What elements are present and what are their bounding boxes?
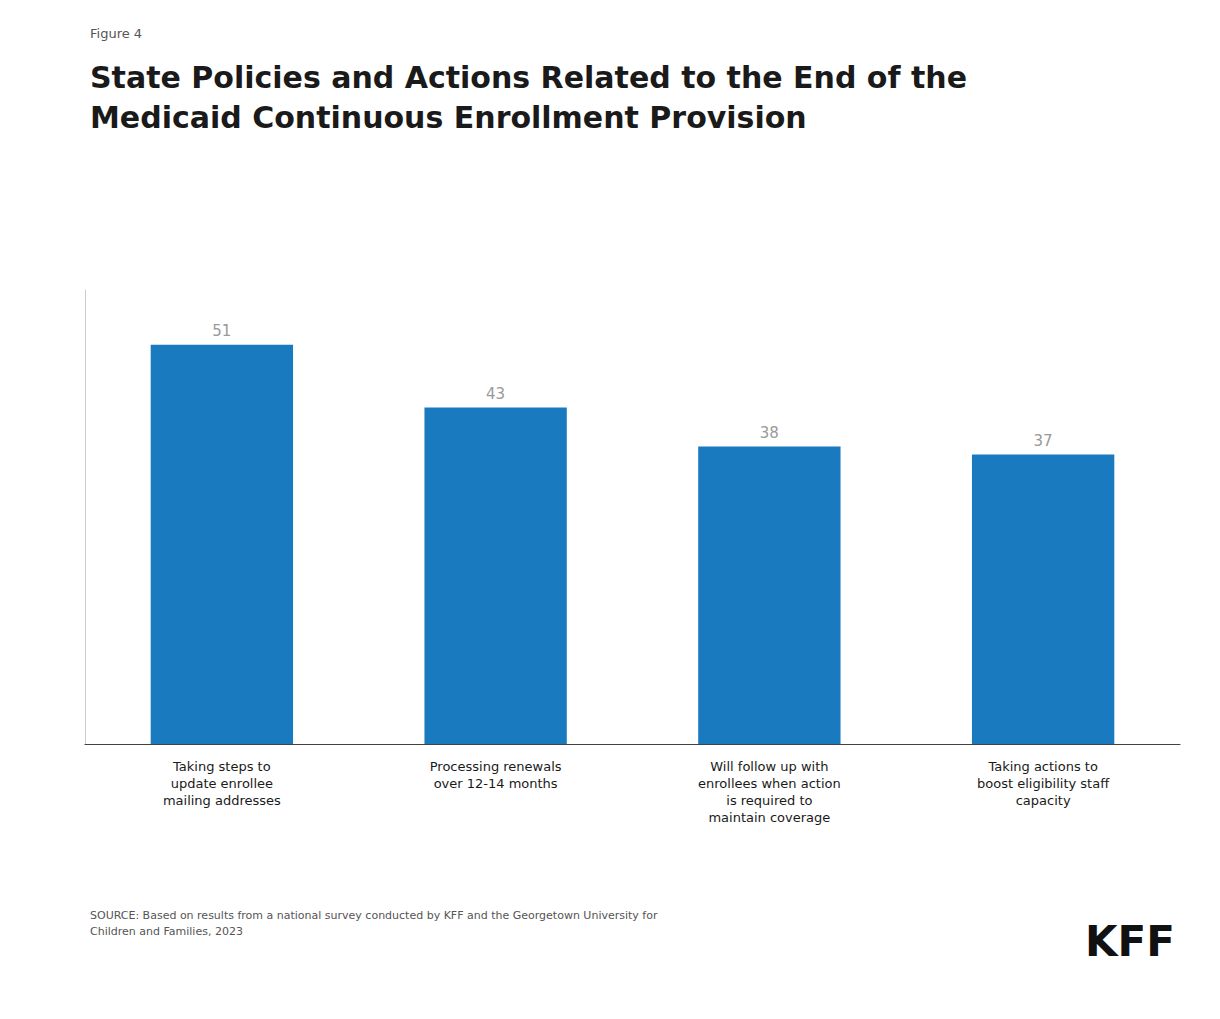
svg-text:mailing addresses: mailing addresses (163, 793, 281, 808)
svg-text:Taking actions to: Taking actions to (987, 759, 1098, 774)
svg-text:Children and Families, 2023: Children and Families, 2023 (90, 925, 243, 938)
svg-text:is required to: is required to (726, 793, 812, 808)
svg-text:KFF: KFF (1085, 917, 1175, 966)
svg-text:update enrollee: update enrollee (171, 776, 273, 791)
svg-text:SOURCE: Based on results from: SOURCE: Based on results from a national… (90, 909, 658, 922)
svg-text:37: 37 (1034, 432, 1053, 450)
svg-text:Processing renewals: Processing renewals (430, 759, 562, 774)
svg-text:State Policies and Actions Rel: State Policies and Actions Related to th… (90, 60, 967, 95)
svg-text:Taking steps to: Taking steps to (172, 759, 271, 774)
svg-text:capacity: capacity (1016, 793, 1071, 808)
svg-text:51: 51 (212, 322, 231, 340)
svg-text:maintain coverage: maintain coverage (708, 810, 830, 825)
svg-text:Figure 4: Figure 4 (90, 26, 142, 41)
svg-text:Medicaid Continuous Enrollment: Medicaid Continuous Enrollment Provision (90, 100, 807, 135)
svg-text:enrollees when action: enrollees when action (698, 776, 841, 791)
svg-text:38: 38 (760, 424, 779, 442)
svg-text:over 12-14 months: over 12-14 months (434, 776, 558, 791)
svg-text:43: 43 (486, 385, 505, 403)
svg-text:Will follow up with: Will follow up with (710, 759, 828, 774)
svg-text:boost eligibility staff: boost eligibility staff (977, 776, 1110, 791)
